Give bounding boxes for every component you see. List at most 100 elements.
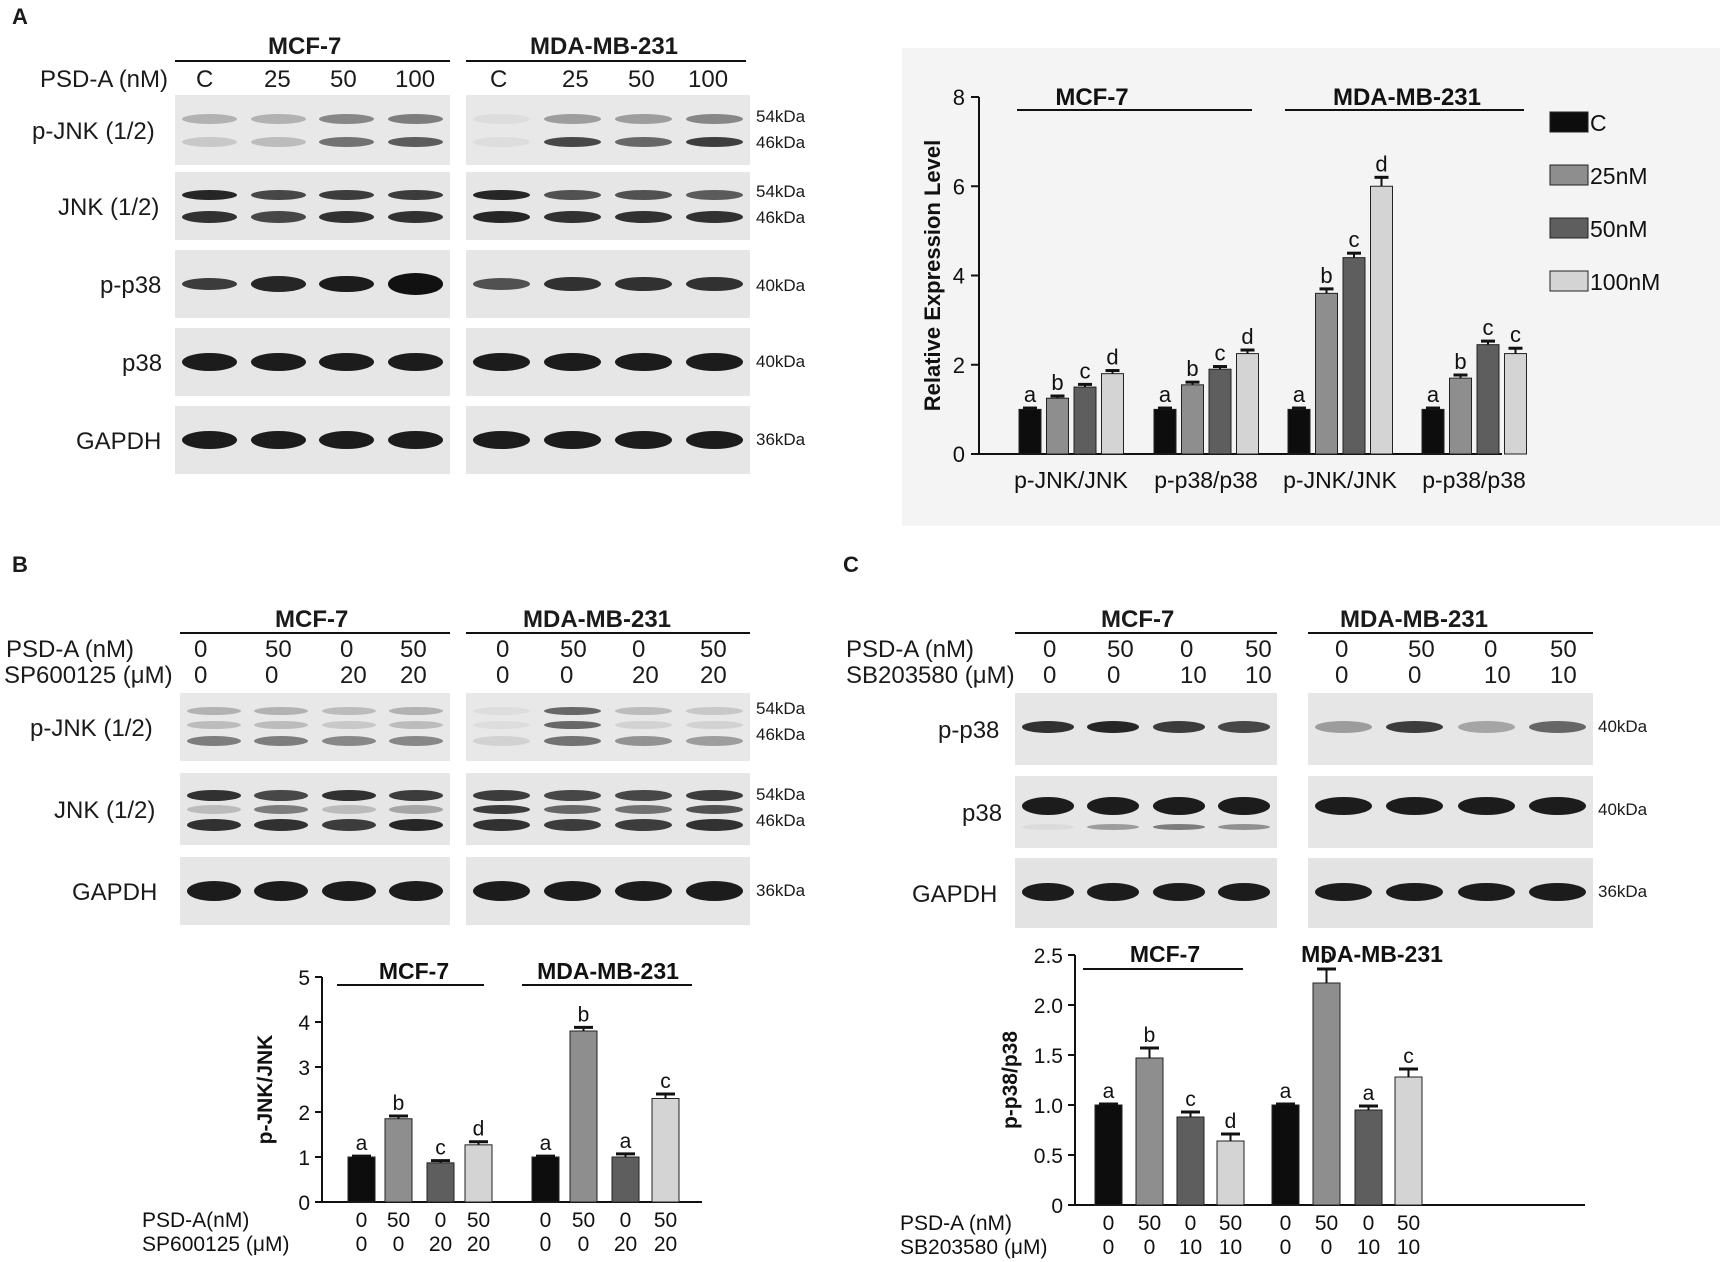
treatment-value: 50 (265, 636, 292, 663)
protein-band (1386, 883, 1444, 901)
x-row-label: PSD-A(nM) (142, 1209, 249, 1232)
blot-row-label: p38 (122, 350, 163, 377)
y-tick-label: 1.0 (1034, 1095, 1063, 1118)
protein-band (186, 881, 241, 901)
protein-band (321, 789, 376, 801)
treatment-value: 0 (1335, 662, 1349, 689)
blot-row-label: p-JNK (1/2) (32, 118, 155, 145)
x-tick-label: 50 (572, 1209, 595, 1232)
treatment-value: 50 (400, 636, 427, 663)
group-header: MDA-MB-231 (537, 958, 679, 984)
protein-band (544, 736, 601, 746)
kda-marker: 46kDa (756, 725, 806, 744)
group-header: MCF-7 (379, 958, 449, 984)
significance-letter: b (1321, 945, 1333, 968)
bar (1181, 384, 1204, 455)
x-tick-label: 0 (1103, 1212, 1115, 1235)
protein-band (389, 881, 444, 901)
significance-letter: a (1103, 1080, 1115, 1103)
protein-band (321, 819, 376, 831)
protein-band (181, 278, 237, 290)
blot-strip (1015, 776, 1277, 848)
protein-band (686, 431, 743, 449)
treatment-value: 10 (1180, 662, 1207, 689)
protein-band (686, 804, 743, 814)
bar (531, 1156, 560, 1203)
significance-letter: d (1241, 324, 1253, 349)
protein-band (473, 819, 530, 831)
legend-swatch (1549, 217, 1589, 239)
blot-row-label: p38 (962, 800, 1003, 827)
protein-band (388, 190, 444, 200)
y-tick-label: 0 (953, 442, 965, 467)
kda-marker: 46kDa (756, 133, 806, 152)
protein-band (473, 721, 530, 729)
blot-strip (175, 328, 450, 396)
significance-letter: c (1185, 1088, 1196, 1111)
protein-band (473, 789, 530, 801)
blot-strip (466, 328, 750, 396)
protein-band (1087, 797, 1140, 815)
protein-band (1457, 797, 1515, 815)
bar (611, 1156, 640, 1203)
treatment-value: 0 (1335, 636, 1349, 663)
treatment-row-label: SB203580 (μM) (846, 662, 1015, 689)
significance-letter: c (1510, 322, 1521, 347)
x-tick-label: 50 (1138, 1212, 1161, 1235)
protein-band (1152, 721, 1205, 733)
protein-band (389, 707, 444, 715)
kda-marker: 40kDa (756, 276, 806, 295)
blot-header-mda: MDA-MB-231 (523, 606, 672, 633)
bar (1073, 386, 1097, 455)
protein-band (686, 137, 743, 147)
protein-band (615, 211, 672, 223)
y-axis-label: p-JNK/JNK (254, 1035, 277, 1145)
protein-band (388, 211, 444, 223)
x-tick-label: 0 (1185, 1212, 1197, 1235)
protein-band (321, 721, 376, 729)
x-tick-label: 0 (1363, 1212, 1375, 1235)
blot-strip (180, 773, 450, 845)
protein-band (615, 114, 672, 124)
blot-row-label: p-p38 (100, 272, 162, 299)
conc-label: 100 (395, 66, 436, 93)
blot-header-mcf7: MCF-7 (1101, 606, 1175, 633)
protein-band (388, 273, 444, 295)
bar (1342, 257, 1366, 455)
blot-strip (175, 250, 450, 318)
protein-band (250, 431, 306, 449)
protein-band (686, 736, 743, 746)
significance-letter: d (1375, 151, 1387, 176)
protein-band (186, 804, 241, 814)
protein-band (544, 819, 601, 831)
protein-band (1152, 797, 1205, 815)
protein-band (686, 789, 743, 801)
x-tick-label: 0 (1321, 1236, 1333, 1259)
protein-band (686, 276, 743, 292)
protein-band (254, 736, 309, 746)
bar (1236, 353, 1259, 455)
significance-letter: a (540, 1132, 552, 1155)
y-tick-label: 6 (953, 174, 965, 199)
significance-letter: a (1293, 382, 1306, 407)
conc-row-label: PSD-A (nM) (40, 66, 169, 93)
bar (426, 1162, 455, 1203)
protein-band (186, 721, 241, 729)
blot-strip (1015, 693, 1277, 765)
protein-band (544, 190, 601, 200)
blot-header-line (1015, 632, 1277, 634)
treatment-value: 20 (400, 662, 427, 689)
bar (1153, 408, 1177, 455)
kda-marker: 54kDa (756, 785, 806, 804)
bar (1094, 1104, 1123, 1206)
y-tick-label: 4 (298, 1012, 310, 1035)
blot-header-mcf7: MCF-7 (275, 606, 349, 633)
protein-band (321, 804, 376, 814)
x-category-label: p-JNK/JNK (1014, 467, 1128, 493)
protein-band (686, 707, 743, 715)
blot-strip (1308, 693, 1593, 765)
y-tick-label: 0.5 (1034, 1145, 1063, 1168)
kda-marker: 40kDa (756, 352, 806, 371)
protein-band (1528, 883, 1586, 901)
